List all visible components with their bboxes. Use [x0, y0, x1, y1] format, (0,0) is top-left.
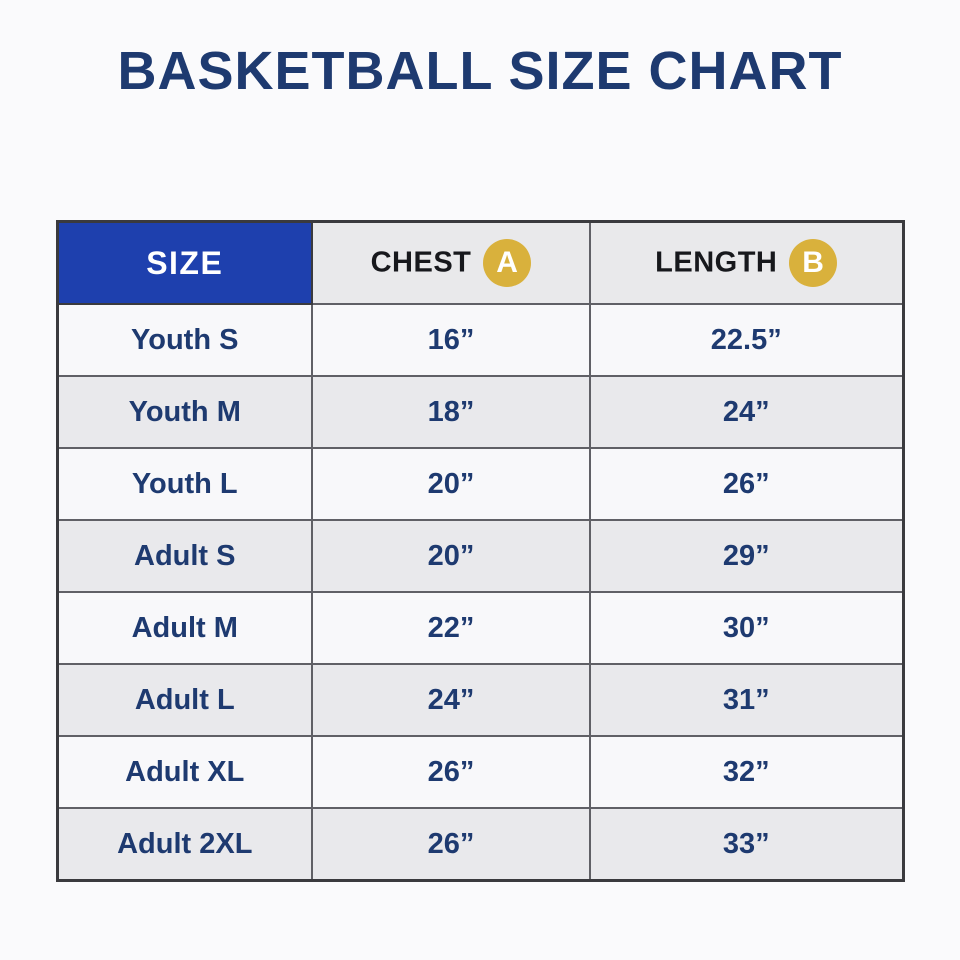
table-header-row: SIZE CHEST A LENGTH B [56, 220, 904, 305]
size-chart-table: SIZE CHEST A LENGTH B Youth S 16” 22.5” Yo… [55, 220, 905, 882]
size-cell: Adult XL [56, 735, 313, 809]
chest-cell: 24” [311, 663, 591, 737]
marker-b-badge: B [789, 239, 838, 287]
chest-cell: 16” [311, 303, 591, 377]
size-cell: Youth L [56, 447, 313, 521]
length-cell: 31” [589, 663, 904, 737]
chest-header-label: CHEST [370, 246, 472, 279]
chest-cell: 26” [311, 807, 591, 882]
length-header-label: LENGTH [655, 246, 778, 279]
page-title: BASKETBALL SIZE CHART [117, 41, 843, 101]
size-cell: Adult S [56, 519, 313, 593]
size-cell: Youth M [56, 375, 313, 449]
table-row: Adult L 24” 31” [56, 663, 904, 737]
table-row: Youth L 20” 26” [56, 447, 904, 521]
size-column-header: SIZE [56, 220, 313, 305]
marker-a-badge: A [483, 239, 532, 287]
length-column-header: LENGTH B [589, 220, 904, 305]
length-cell: 24” [589, 375, 904, 449]
length-cell: 30” [589, 591, 904, 665]
chest-cell: 20” [311, 447, 591, 521]
length-cell: 29” [589, 519, 904, 593]
length-cell: 26” [589, 447, 904, 521]
chest-column-header: CHEST A [311, 220, 591, 305]
length-cell: 33” [589, 807, 904, 882]
table-row: Youth M 18” 24” [56, 375, 904, 449]
table-row: Adult S 20” 29” [56, 519, 904, 593]
chest-cell: 26” [311, 735, 591, 809]
table-row: Adult M 22” 30” [56, 591, 904, 665]
table-row: Youth S 16” 22.5” [56, 303, 904, 377]
chest-cell: 20” [311, 519, 591, 593]
size-cell: Youth S [56, 303, 313, 377]
table-row: Adult 2XL 26” 33” [56, 807, 904, 882]
table-row: Adult XL 26” 32” [56, 735, 904, 809]
size-header-label: SIZE [146, 245, 224, 282]
size-cell: Adult 2XL [56, 807, 313, 882]
size-cell: Adult L [56, 663, 313, 737]
size-cell: Adult M [56, 591, 313, 665]
chest-cell: 22” [311, 591, 591, 665]
length-cell: 32” [589, 735, 904, 809]
length-cell: 22.5” [589, 303, 904, 377]
chest-cell: 18” [311, 375, 591, 449]
